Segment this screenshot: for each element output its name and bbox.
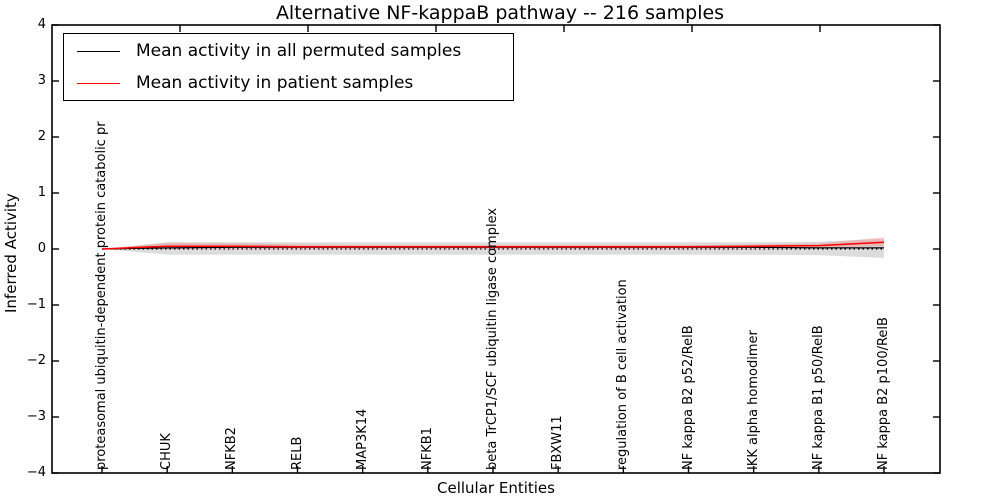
x-tick-label: proteasomal ubiquitin-dependent protein …: [94, 121, 109, 470]
x-tick-label: NF kappa B2 p100/RelB: [876, 317, 891, 470]
x-tick-label: NFKB2: [224, 427, 240, 470]
y-tick-label: 0: [37, 241, 46, 256]
y-tick-label: 3: [37, 73, 46, 88]
y-axis-title: Inferred Activity: [2, 193, 20, 313]
y-tick-label: 4: [37, 17, 46, 32]
x-tick-label: beta TrCP1/SCF ubiquitin ligase complex: [485, 207, 500, 470]
y-tick-label: −2: [26, 353, 46, 368]
legend-label-permuted: Mean activity in all permuted samples: [136, 41, 462, 61]
x-tick-label: NFKB1: [419, 427, 435, 470]
x-tick-label: RELB: [289, 436, 305, 470]
chart-title: Alternative NF-kappaB pathway -- 216 sam…: [275, 2, 725, 24]
legend: Mean activity in all permuted samples Me…: [63, 33, 514, 101]
legend-entry-patient: Mean activity in patient samples: [64, 67, 513, 99]
x-tick-label: NF kappa B2 p52/RelB: [680, 325, 696, 470]
x-tick-label: MAP3K14: [354, 408, 370, 470]
y-tick-label: 1: [37, 185, 46, 200]
patient-mean-line: [101, 241, 885, 250]
legend-line-sample-red-icon: [77, 82, 120, 84]
permuted-std-band: [102, 238, 884, 258]
x-tick-label: regulation of B cell activation: [615, 279, 631, 470]
x-tick-label: NF kappa B1 p50/RelB: [810, 325, 826, 470]
x-axis-title: Cellular Entities: [437, 479, 555, 497]
legend-entry-permuted: Mean activity in all permuted samples: [64, 35, 513, 67]
legend-label-patient: Mean activity in patient samples: [136, 73, 414, 93]
legend-line-sample-black-icon: [77, 50, 120, 52]
y-tick-label: 2: [37, 129, 46, 144]
y-tick-label: −4: [26, 465, 46, 480]
x-tick-label: FBXW11: [550, 415, 566, 470]
x-tick-label: IKK alpha homodimer: [745, 330, 761, 470]
y-tick-label: −3: [26, 409, 46, 424]
y-tick-label: −1: [26, 297, 46, 312]
x-tick-label: CHUK: [159, 433, 175, 470]
